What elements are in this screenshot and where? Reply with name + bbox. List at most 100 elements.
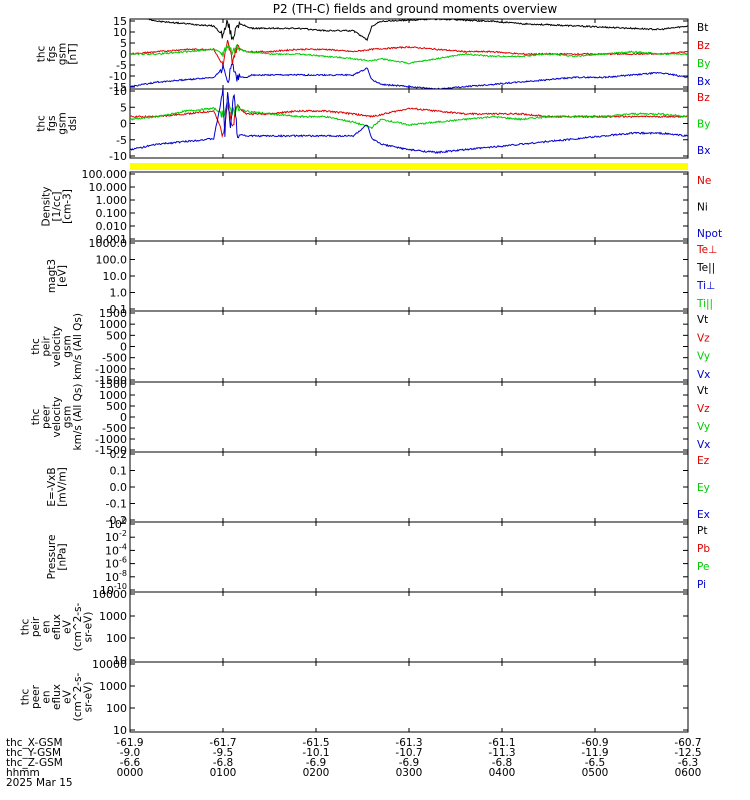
y-axis-label-line: (cm^2-s-	[72, 672, 84, 721]
panel-frame	[129, 591, 689, 663]
x-row-value: -6.8	[492, 757, 513, 769]
y-tick-exponent: 0	[122, 516, 127, 525]
panel-frame	[129, 88, 689, 159]
y-tick-label: -10	[109, 70, 127, 83]
legend-bz: Bz	[697, 40, 710, 52]
y-tick-label: -1500	[95, 374, 127, 387]
y-tick-label: -1000	[95, 363, 127, 376]
y-tick-label: 100.0	[96, 254, 128, 267]
y-axis-label-line: thc	[30, 338, 42, 355]
x-axis-labels: thc_X-GSM -61.9 -61.7 -61.5 -61.3 -61.1 -60.9-…	[6, 737, 702, 789]
y-tick-label: 10	[113, 654, 127, 667]
y-axis-label-line: E=-VxB	[46, 467, 58, 506]
y-axis-label-line: gsm	[62, 335, 74, 357]
y-axis-label-line: thc	[35, 46, 47, 63]
y-axis-label-line: peir	[41, 336, 53, 357]
y-axis-label-line: km/s (All Qs)	[72, 313, 84, 380]
y-axis-label: thcfgsgsm[nT]	[35, 43, 79, 65]
x-row-value: -6.5	[585, 757, 606, 769]
panel-frame	[129, 521, 689, 593]
y-tick-label: 15	[113, 15, 127, 28]
series-by-line	[130, 43, 688, 65]
y-axis-label: thcpeirenefluxeV(cm^2-s-sr-eV)	[20, 602, 95, 651]
y-tick-label: 0.1	[110, 303, 128, 316]
y-tick-label: 1000	[99, 610, 127, 623]
y-axis-label-line: eflux	[51, 684, 63, 710]
x-row-value: -9.0	[120, 747, 141, 759]
y-axis-label: thcpeervelocitygsmkm/s (All Qs)	[30, 384, 84, 451]
y-axis-label-line: en	[41, 690, 53, 703]
legend-ti: Ti||	[696, 298, 713, 310]
series-bx-line	[130, 63, 688, 89]
y-tick-label: 10.000	[89, 181, 128, 194]
y-tick-label: 10000	[92, 658, 127, 671]
legend-te: Te||	[696, 262, 715, 274]
y-tick-label: 0.001	[96, 233, 128, 246]
x-row-value: -6.6	[120, 757, 141, 769]
y-tick-label: -5	[116, 59, 127, 72]
y-axis-label: Pressure[nPa]	[46, 535, 69, 580]
y-axis-label-line: [1/cc]	[51, 192, 63, 222]
y-tick-label: -10	[109, 150, 127, 163]
legend-vx: Vx	[697, 369, 710, 381]
y-tick-exponent: -4	[119, 542, 127, 551]
x-row-value: -61.3	[395, 737, 422, 749]
y-axis-label-line: thc	[20, 689, 32, 706]
x-row-value: -61.1	[488, 737, 515, 749]
legend-bt: Bt	[697, 22, 708, 34]
legend-npot: Npot	[697, 228, 722, 240]
y-tick-label: -500	[102, 352, 127, 365]
y-axis-label-line: thc	[20, 619, 32, 636]
legend-te: Te⊥	[696, 244, 717, 256]
x-row-value: -61.9	[116, 737, 143, 749]
y-axis-label-line: km/s (All Qs)	[72, 384, 84, 451]
series-bz-line	[130, 39, 688, 67]
panel-temperature: 1000.0 100.0 10.0 1.0 0.1 magt3[eV] Te⊥ Te|| Ti⊥…	[46, 237, 718, 316]
legend-vt: Vt	[697, 385, 708, 397]
x-row-value: -11.9	[581, 747, 608, 759]
y-tick-label: 100.000	[82, 168, 128, 181]
x-row-value: -10.1	[302, 747, 329, 759]
y-axis-label-line: [nT]	[67, 43, 79, 64]
y-axis-label-line: peer	[41, 404, 53, 429]
y-tick-label: 0.1	[110, 465, 128, 478]
legend-pi: Pi	[697, 579, 706, 591]
y-tick-label: 0	[120, 118, 127, 131]
y-tick-label: 10000	[92, 588, 127, 601]
y-axis-label: E=-VxB[mV/m]	[46, 467, 69, 506]
panel-peer_flux: 10000 1000 100 10 thcpeerenefluxeV(cm^2-s-sr…	[20, 658, 689, 737]
y-tick-label: 0	[120, 48, 127, 61]
y-axis-label: thcpeirvelocitygsmkm/s (All Qs)	[30, 313, 84, 380]
legend-vz: Vz	[697, 332, 710, 344]
x-row-value: -6.8	[213, 757, 234, 769]
y-axis-label: thcfgsgsmdsl	[35, 112, 79, 134]
legend-ne: Ne	[697, 175, 711, 187]
x-row-value: 0400	[489, 767, 516, 779]
x-row-value: -6.9	[399, 757, 420, 769]
y-tick-label: 500	[106, 400, 127, 413]
legend-bz: Bz	[697, 92, 710, 104]
y-axis-label-line: thc	[30, 409, 42, 426]
y-axis-label-line: eV	[62, 689, 74, 703]
y-tick-label: 5	[120, 37, 127, 50]
y-axis-label-line: dsl	[67, 116, 79, 131]
y-tick-label: 1500	[99, 307, 127, 320]
y-axis-label-line: Pressure	[46, 535, 58, 580]
y-tick-label: 0.0	[110, 481, 128, 494]
legend-pe: Pe	[697, 561, 709, 573]
y-axis-label-line: fgs	[46, 46, 58, 62]
y-axis-label: Density[1/cc][cm-3]	[41, 187, 74, 227]
panel-peir_flux: 10000 1000 100 10 thcpeirenefluxeV(cm^2-s-sr…	[20, 588, 689, 667]
y-axis-label-line: velocity	[51, 396, 63, 437]
y-axis-label-line: magt3	[46, 259, 58, 293]
series-bx-line	[130, 89, 688, 155]
legend-vy: Vy	[697, 351, 710, 363]
y-tick-label: -0.2	[106, 514, 127, 527]
x-row-value: -10.7	[395, 747, 422, 759]
legend-ex: Ex	[697, 509, 710, 521]
x-row-value: 0500	[582, 767, 609, 779]
x-row-value: 0000	[117, 767, 144, 779]
x-row-value: 0300	[396, 767, 423, 779]
